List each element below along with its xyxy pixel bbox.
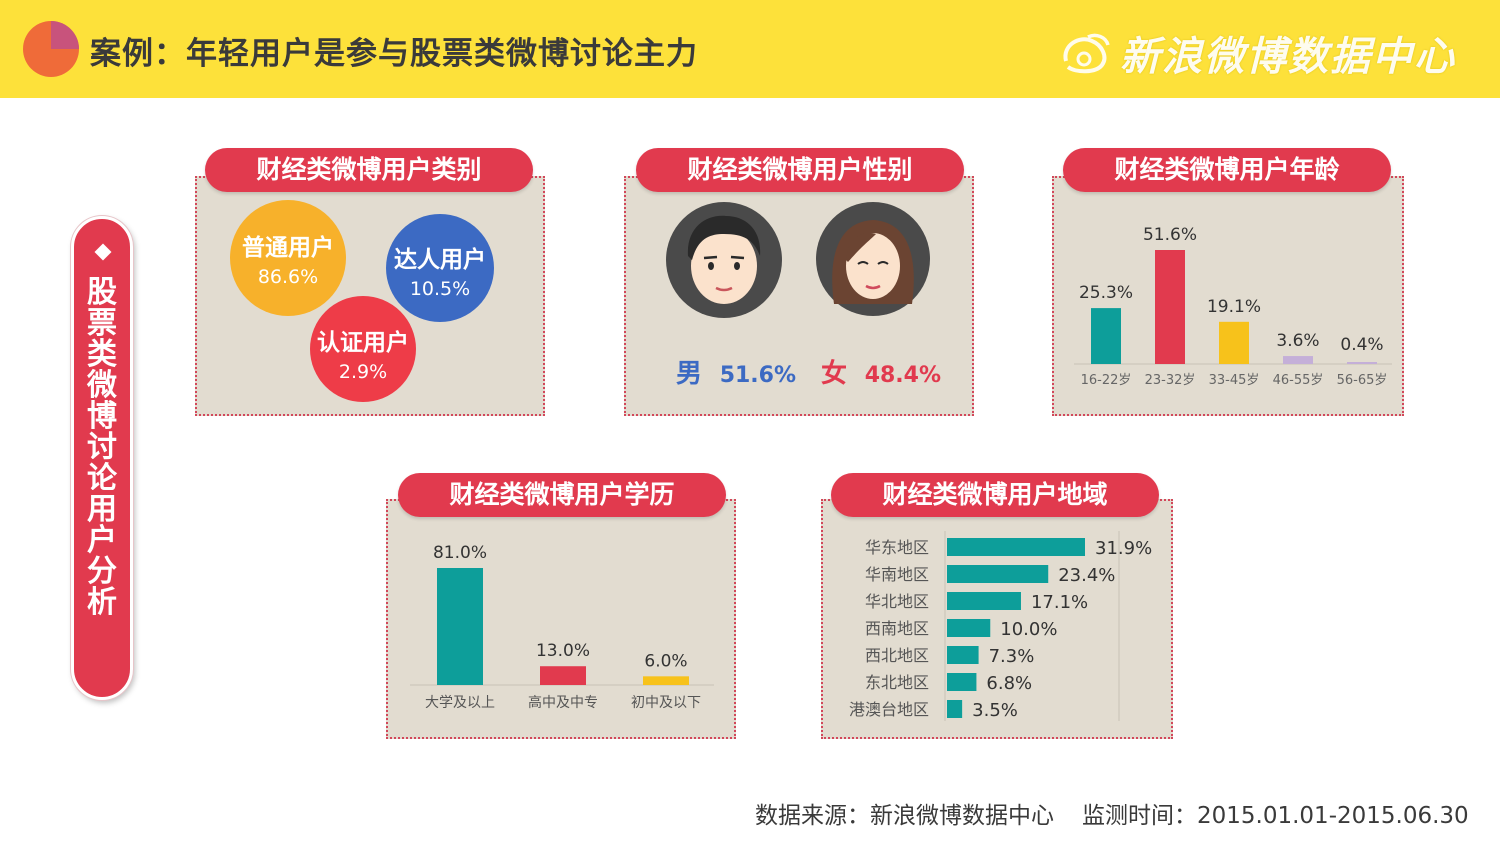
gender-male-label: 男 51.6% xyxy=(676,353,796,390)
diamond-icon xyxy=(94,243,112,261)
monitor-period: 监测时间：2015.01.01-2015.06.30 xyxy=(1082,803,1469,829)
weibo-eye-icon xyxy=(1063,33,1110,74)
side-label-text: 股票类微博讨论用户分析 xyxy=(87,275,117,620)
region-value-label-1: 23.4% xyxy=(1058,565,1115,586)
bubble-normal-user: 普通用户 86.6% xyxy=(230,200,346,316)
age-tick-label-1: 23-32岁 xyxy=(1145,373,1196,388)
age-tick-label-0: 16-22岁 xyxy=(1081,373,1132,388)
region-tick-label-6: 港澳台地区 xyxy=(849,700,929,719)
bubble-label: 普通用户 xyxy=(242,235,334,261)
female-label: 女 xyxy=(821,359,848,389)
panel-gender: 男 51.6% 女 48.4% xyxy=(624,176,974,416)
region-tick-label-4: 西北地区 xyxy=(865,646,929,665)
bubble-expert-user: 达人用户 10.5% xyxy=(386,214,494,322)
panel-region-title: 财经类微博用户地域 xyxy=(831,473,1159,517)
panel-category-title: 财经类微博用户类别 xyxy=(205,148,533,192)
panel-age-title: 财经类微博用户年龄 xyxy=(1063,148,1391,192)
panel-education-title: 财经类微博用户学历 xyxy=(398,473,726,517)
edu-value-label-0: 81.0% xyxy=(433,543,487,563)
edu-bar-1 xyxy=(540,666,586,685)
bubble-value: 10.5% xyxy=(409,278,471,300)
panel-age: 25.3% 16-22岁 51.6% 23-32岁 19.1% 33-45岁 3.6% 46-… xyxy=(1052,176,1404,416)
brand-logo: 新浪微博数据中心 xyxy=(1058,24,1456,82)
side-label: 股票类微博讨论用户分析 xyxy=(71,216,133,700)
region-value-label-4: 7.3% xyxy=(989,646,1035,667)
data-source: 数据来源：新浪微博数据中心 xyxy=(755,803,1054,829)
bubble-verified-user: 认证用户 2.9% xyxy=(310,296,416,402)
age-bar-1 xyxy=(1155,250,1185,364)
age-tick-label-2: 33-45岁 xyxy=(1209,373,1260,388)
region-bar-4 xyxy=(947,646,979,664)
region-bar-chart: 华东地区 31.9% 华南地区 23.4% 华北地区 17.1% 西南地区 10.0% 西北地区… xyxy=(849,531,1152,721)
region-bar-3 xyxy=(947,619,991,637)
bubble-label: 认证用户 xyxy=(317,330,409,356)
region-tick-label-2: 华北地区 xyxy=(865,592,929,611)
male-label: 男 xyxy=(676,359,703,389)
edu-value-label-2: 6.0% xyxy=(644,651,687,671)
footer: 数据来源：新浪微博数据中心 监测时间：2015.01.01-2015.06.30 xyxy=(755,796,1485,830)
edu-tick-label-0: 大学及以上 xyxy=(425,695,495,711)
age-value-label-3: 3.6% xyxy=(1276,331,1319,351)
age-tick-label-3: 46-55岁 xyxy=(1273,373,1324,388)
age-tick-label-4: 56-65岁 xyxy=(1337,373,1388,388)
panel-gender-title: 财经类微博用户性别 xyxy=(636,148,964,192)
edu-tick-label-2: 初中及以下 xyxy=(631,694,701,711)
bubble-value: 2.9% xyxy=(338,361,388,383)
region-value-label-6: 3.5% xyxy=(972,700,1018,721)
education-bar-chart: 81.0% 大学及以上 13.0% 高中及中专 6.0% 初中及以下 xyxy=(410,543,714,711)
bubble-value: 86.6% xyxy=(257,266,319,288)
age-value-label-4: 0.4% xyxy=(1340,335,1383,355)
region-value-label-3: 10.0% xyxy=(1000,619,1057,640)
age-bar-2 xyxy=(1219,321,1249,364)
region-bar-1 xyxy=(947,565,1049,583)
region-tick-label-5: 东北地区 xyxy=(865,673,929,692)
age-value-label-1: 51.6% xyxy=(1143,225,1197,245)
brand-name: 新浪微博数据中心 xyxy=(1120,34,1456,80)
region-bar-0 xyxy=(947,538,1085,556)
pie-chart-icon xyxy=(23,21,79,77)
bubble-label: 达人用户 xyxy=(394,247,486,273)
region-tick-label-1: 华南地区 xyxy=(865,565,929,584)
region-value-label-5: 6.8% xyxy=(986,673,1032,694)
edu-value-label-1: 13.0% xyxy=(536,641,590,661)
edu-bar-0 xyxy=(437,568,483,685)
age-value-label-2: 19.1% xyxy=(1207,297,1261,317)
age-bar-4 xyxy=(1347,362,1377,364)
region-tick-label-3: 西南地区 xyxy=(865,619,929,638)
header-bar: 案例：年轻用户是参与股票类微博讨论主力 新浪微博数据中心 xyxy=(0,0,1500,98)
edu-tick-label-1: 高中及中专 xyxy=(528,694,598,711)
male-avatar-icon xyxy=(666,202,782,318)
gender-female-label: 女 48.4% xyxy=(821,353,941,390)
male-value: 51.6% xyxy=(719,363,797,388)
region-bar-2 xyxy=(947,592,1021,610)
age-value-label-0: 25.3% xyxy=(1079,283,1133,303)
page-title: 案例：年轻用户是参与股票类微博讨论主力 xyxy=(90,36,698,72)
female-value: 48.4% xyxy=(864,363,942,388)
panel-education: 81.0% 大学及以上 13.0% 高中及中专 6.0% 初中及以下 xyxy=(386,499,736,739)
region-bar-5 xyxy=(947,673,977,691)
panel-category: 普通用户 86.6% 达人用户 10.5% 认证用户 2.9% xyxy=(195,176,545,416)
age-bar-0 xyxy=(1091,308,1121,364)
region-tick-label-0: 华东地区 xyxy=(865,538,929,557)
age-bar-chart: 25.3% 16-22岁 51.6% 23-32岁 19.1% 33-45岁 3.6% 46-… xyxy=(1074,225,1392,388)
edu-bar-2 xyxy=(643,676,689,685)
region-bar-6 xyxy=(947,700,963,718)
age-bar-3 xyxy=(1283,356,1313,364)
region-value-label-2: 17.1% xyxy=(1031,592,1088,613)
female-avatar-icon xyxy=(816,202,930,316)
region-value-label-0: 31.9% xyxy=(1095,538,1152,559)
panel-region: 华东地区 31.9% 华南地区 23.4% 华北地区 17.1% 西南地区 10.0% 西北地区… xyxy=(821,499,1173,739)
